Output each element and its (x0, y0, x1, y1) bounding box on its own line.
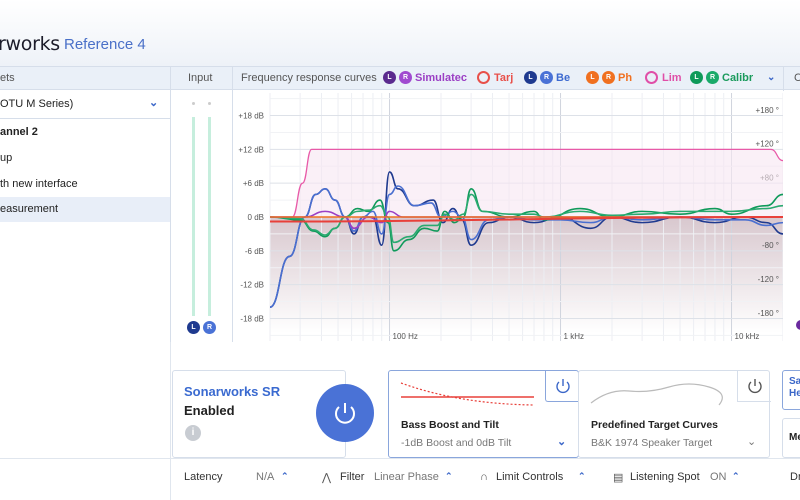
y-tick-label: -18 dB (240, 314, 264, 323)
preset-item-selected[interactable]: easurement (0, 197, 170, 222)
input-left-badge: L (187, 321, 200, 334)
sr-state: Enabled (184, 403, 235, 418)
legend-item[interactable]: Lim (645, 71, 685, 86)
chevron-down-icon: ⌄ (149, 97, 159, 109)
phase-tick-label: +120 ° (756, 140, 779, 149)
legend-item[interactable]: L R Be (524, 71, 576, 86)
limit-label[interactable]: Limit Controls (496, 471, 564, 483)
preset-item[interactable]: up (0, 152, 13, 164)
channel-badge: R (602, 71, 615, 84)
right-card-b[interactable]: Me (782, 418, 800, 458)
input-header: Input (188, 72, 213, 84)
ring-icon (645, 71, 658, 84)
bass-value: -1dB Boost and 0dB Tilt (401, 437, 512, 449)
phase-tick-label: +180 ° (756, 106, 779, 115)
y-tick-label: 0 dB (248, 213, 264, 222)
legend-label: Be (556, 72, 571, 84)
target-power-button[interactable] (737, 370, 771, 402)
brand-name: rworks (0, 33, 60, 55)
listening-spot-label: Listening Spot (630, 471, 700, 483)
target-title: Predefined Target Curves (591, 419, 719, 431)
device-dropdown[interactable]: OTU M Series) ⌄ (0, 90, 170, 119)
y-tick-label: -12 dB (240, 281, 264, 290)
legend-item[interactable]: L R Ph (586, 71, 636, 86)
preset-item[interactable]: th new interface (0, 178, 78, 190)
channel-badge: R (706, 71, 719, 84)
target-curve-thumbnail (590, 383, 723, 406)
sr-title: Sonarworks SR (184, 384, 281, 399)
chevron-down-icon[interactable]: ⌄ (747, 436, 757, 448)
power-icon (748, 379, 762, 394)
product-name: Reference 4 (64, 36, 146, 53)
legend-label: Simulatec (415, 72, 467, 84)
footer-right-label: Dr (790, 471, 800, 483)
sr-power-button[interactable] (316, 384, 374, 442)
input-meter-left (192, 117, 195, 316)
chevron-up-icon[interactable]: ⌃ (732, 471, 740, 481)
panel-header-row: ets Input Frequency response curves L R Si… (0, 66, 800, 91)
device-name: OTU M Series) (0, 98, 74, 110)
legend-item[interactable]: L R Simulatec (383, 71, 467, 86)
target-value: B&K 1974 Speaker Target (591, 437, 713, 449)
legend-item[interactable]: Tarj (477, 71, 517, 86)
filter-label: Filter (340, 471, 365, 483)
channel-badge: R (399, 71, 412, 84)
input-right-badge: R (203, 321, 216, 334)
target-curves-card[interactable]: Predefined Target Curves B&K 1974 Speake… (578, 370, 771, 458)
legend-label: Lim (662, 72, 682, 84)
channel-badge: R (540, 71, 553, 84)
right-panel-badge (796, 320, 800, 330)
phase-tick-label: -120 ° (758, 275, 779, 284)
presets-panel: OTU M Series) ⌄ annel 2 up th new interfa… (0, 90, 171, 342)
input-meter-right (208, 117, 211, 316)
frequency-header: Frequency response curves (241, 72, 377, 84)
y-tick-label: +6 dB (243, 179, 264, 188)
power-icon (335, 403, 355, 424)
x-tick-label: 100 Hz (393, 332, 418, 341)
phase-tick-label: -80 ° (762, 241, 779, 250)
legend-chevron-icon[interactable]: ⌄ (767, 72, 776, 83)
chevron-up-icon[interactable]: ⌃ (281, 471, 289, 481)
listening-spot-value[interactable]: ON (710, 471, 727, 483)
chevron-down-icon[interactable]: ⌄ (557, 436, 567, 448)
legend-label: Ph (618, 72, 633, 84)
x-tick-label: 10 kHz (735, 332, 760, 341)
latency-value[interactable]: N/A (256, 471, 275, 483)
latency-label: Latency (184, 471, 223, 483)
presets-header: ets (0, 72, 15, 84)
curve-target (269, 216, 783, 223)
preset-item[interactable]: annel 2 (0, 126, 38, 138)
channel-badge: L (383, 71, 396, 84)
chevron-up-icon[interactable]: ⌃ (578, 471, 586, 481)
y-tick-label: -6 dB (245, 247, 264, 256)
x-tick-label: 1 kHz (564, 332, 584, 341)
right-panel-header: C (794, 72, 800, 84)
bass-curve-thumbnail (400, 382, 535, 406)
power-icon (556, 379, 570, 394)
listening-spot-icon: ▤ (613, 472, 624, 484)
bass-boost-card[interactable]: Bass Boost and Tilt -1dB Boost and 0dB T… (388, 370, 579, 458)
legend-label: Tarj (494, 72, 514, 84)
legend-item[interactable]: L R Calibr (690, 71, 762, 86)
filter-value[interactable]: Linear Phase (374, 471, 439, 483)
info-icon[interactable]: i (185, 425, 201, 441)
filter-icon: ⋀ (322, 472, 332, 484)
ring-icon (477, 71, 490, 84)
legend-label: Calibr (722, 72, 754, 84)
chevron-up-icon[interactable]: ⌃ (445, 471, 453, 481)
channel-badge: L (524, 71, 537, 84)
response-fill (270, 217, 783, 333)
y-tick-label: +18 dB (238, 112, 264, 121)
frequency-response-chart[interactable]: +18 dB +12 dB +6 dB 0 dB -6 dB -12 dB -18 dB +1… (233, 91, 783, 343)
channel-badge: L (690, 71, 703, 84)
bass-title: Bass Boost and Tilt (401, 419, 499, 431)
channel-badge: L (586, 71, 599, 84)
limit-fill (270, 149, 783, 217)
app-header (0, 0, 800, 66)
phase-tick-label: -180 ° (758, 309, 779, 318)
y-tick-label: +12 dB (238, 145, 264, 154)
limit-icon: ∩ (480, 471, 488, 483)
right-card-a[interactable]: Sa He (782, 370, 800, 410)
bass-power-button[interactable] (545, 370, 579, 402)
